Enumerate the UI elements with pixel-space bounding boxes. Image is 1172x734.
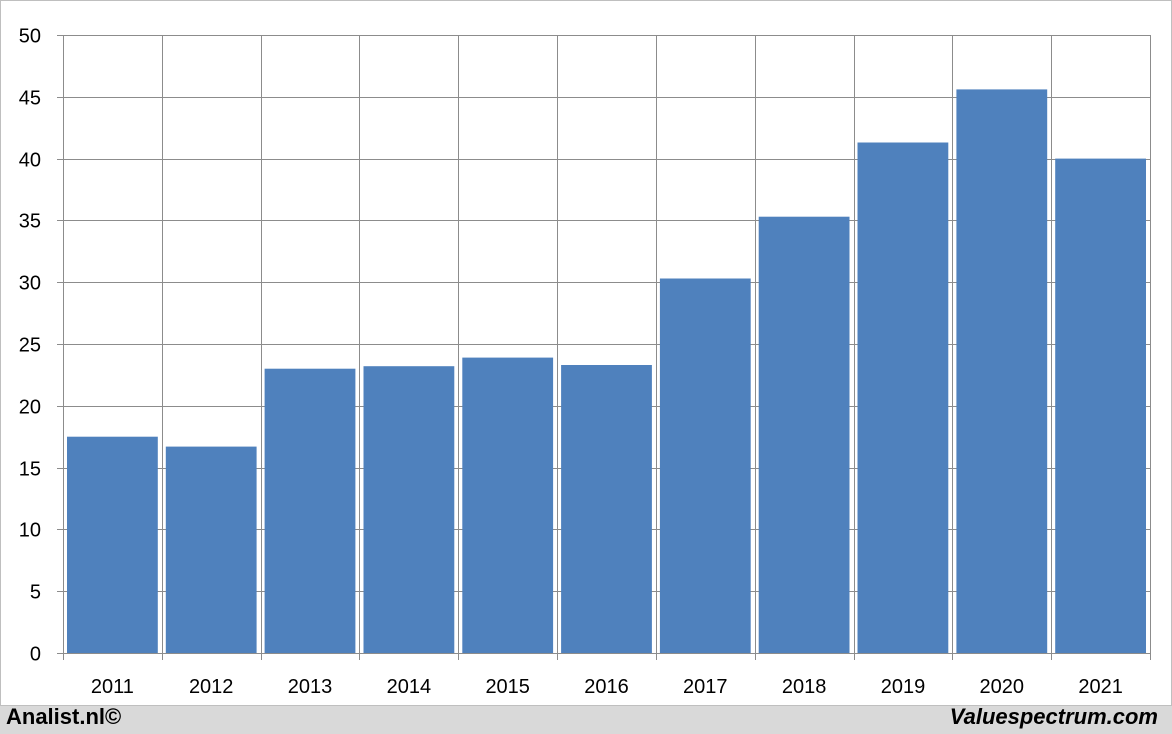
y-tick-label: 0 bbox=[30, 644, 41, 666]
bar-2019 bbox=[857, 142, 949, 653]
x-tick-label: 2015 bbox=[485, 676, 530, 698]
x-tick-label: 2021 bbox=[1078, 676, 1123, 698]
bar-2020 bbox=[956, 89, 1048, 653]
x-tick-label: 2017 bbox=[683, 676, 728, 698]
y-tick-label: 25 bbox=[19, 335, 41, 357]
y-tick-label: 20 bbox=[19, 397, 41, 419]
bar-2013 bbox=[264, 368, 356, 653]
chart-frame: 0 5 10 15 20 25 30 35 40 45 50 2011 2012 2013 2014 2015… bbox=[0, 0, 1172, 706]
x-tick-label: 2018 bbox=[782, 676, 827, 698]
x-tick-label: 2020 bbox=[980, 676, 1025, 698]
x-tick-label: 2012 bbox=[189, 676, 234, 698]
footer-site-label: Valuespectrum.com bbox=[949, 704, 1158, 729]
bar-2011 bbox=[67, 436, 158, 653]
bar-chart: 0 5 10 15 20 25 30 35 40 45 50 2011 2012 2013 2014 2015… bbox=[19, 26, 1151, 698]
x-tick-label: 2011 bbox=[91, 676, 134, 698]
footer-source-label: Analist.nl© bbox=[6, 704, 122, 729]
bar-2016 bbox=[561, 365, 652, 653]
y-tick-label: 30 bbox=[19, 273, 41, 295]
bar-2014 bbox=[363, 366, 455, 653]
bar-2018 bbox=[758, 216, 850, 653]
y-tick-label: 45 bbox=[19, 88, 41, 110]
x-tick-label: 2013 bbox=[288, 676, 333, 698]
x-tick-label: 2019 bbox=[881, 676, 926, 698]
x-tick-label: 2016 bbox=[584, 676, 629, 698]
x-tick-label: 2014 bbox=[387, 676, 432, 698]
y-tick-label: 5 bbox=[30, 582, 41, 604]
bar-2021 bbox=[1055, 158, 1146, 653]
bar-2017 bbox=[659, 278, 751, 653]
y-tick-label: 40 bbox=[19, 150, 41, 172]
bar-2012 bbox=[165, 446, 257, 653]
y-tick-label: 50 bbox=[19, 26, 41, 48]
y-tick-label: 15 bbox=[19, 459, 41, 481]
y-tick-label: 35 bbox=[19, 211, 41, 233]
y-tick-label: 10 bbox=[19, 520, 41, 542]
bar-2015 bbox=[462, 357, 554, 653]
